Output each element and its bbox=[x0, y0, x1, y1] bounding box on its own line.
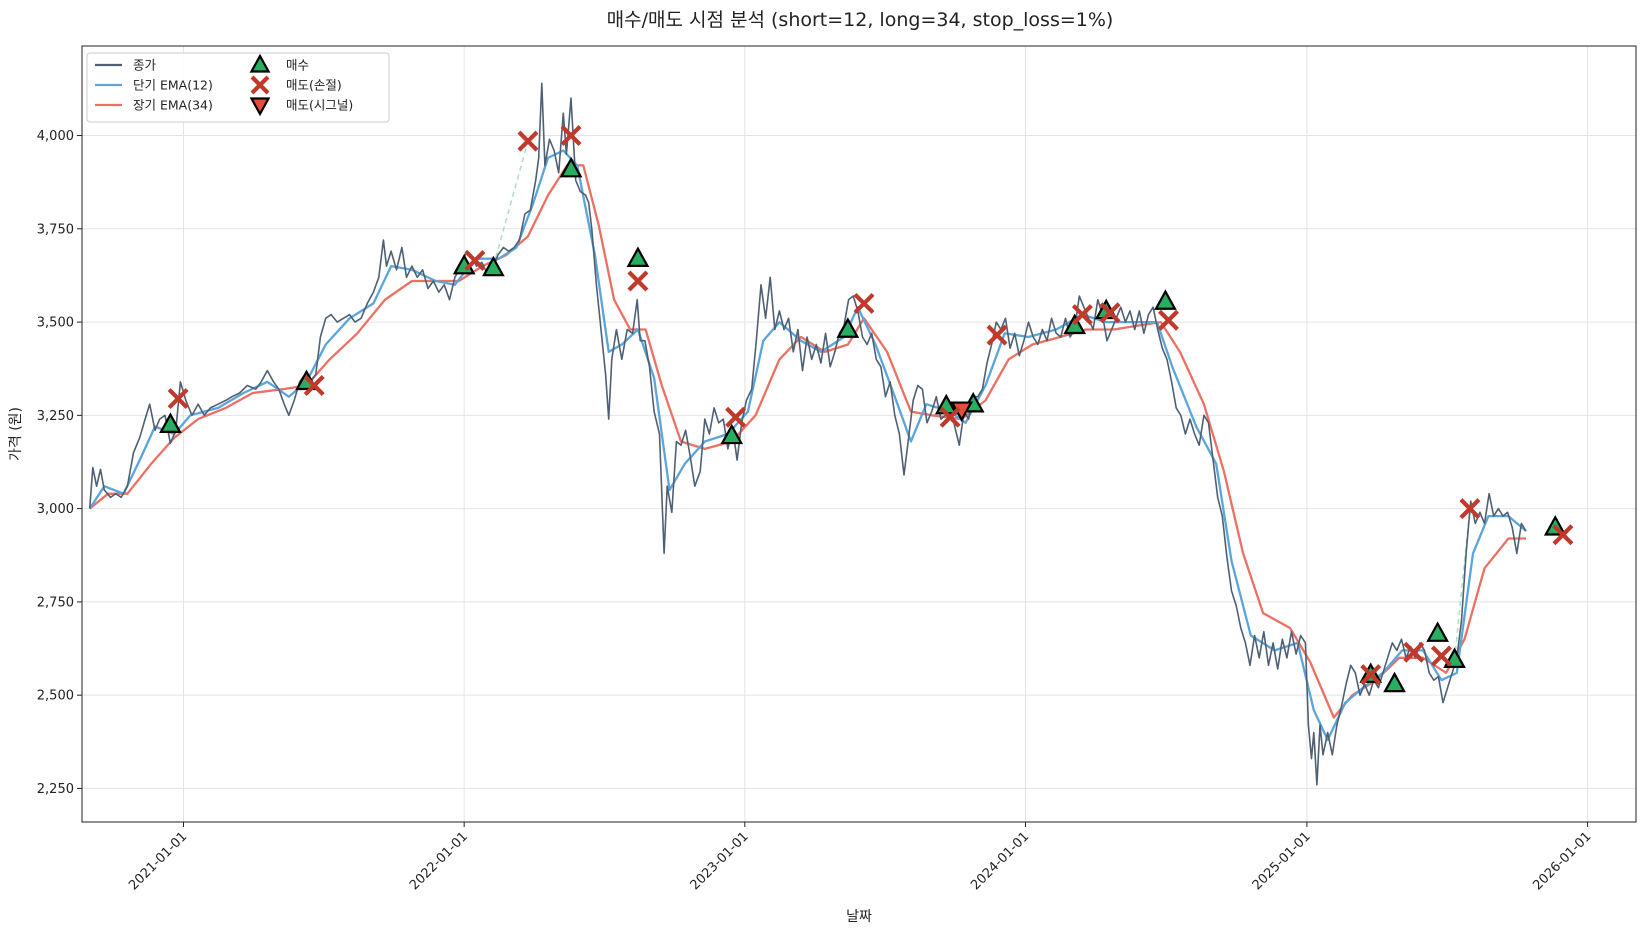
buy-marker bbox=[482, 255, 505, 277]
legend-swatch-sell-stop bbox=[250, 75, 270, 95]
legend-label: 매도(손절) bbox=[286, 78, 342, 93]
buy-marker bbox=[626, 246, 650, 267]
sell-stop-marker bbox=[464, 250, 486, 272]
legend-label: 장기 EMA(34) bbox=[133, 98, 213, 113]
sell-stop-marker bbox=[853, 292, 875, 314]
y-tick-label: 3,500 bbox=[37, 316, 74, 331]
legend-label: 단기 EMA(12) bbox=[133, 78, 213, 93]
y-tick-label: 2,750 bbox=[37, 595, 74, 610]
sell-stop-marker bbox=[1158, 309, 1179, 331]
sell-stop-marker bbox=[939, 406, 961, 428]
chart-title: 매수/매도 시점 분석 (short=12, long=34, stop_los… bbox=[607, 9, 1114, 31]
y-tick-label: 2,250 bbox=[37, 782, 74, 797]
legend-label: 매도(시그널) bbox=[286, 98, 353, 113]
x-axis-title: 날짜 bbox=[846, 909, 872, 925]
buy-marker bbox=[1426, 621, 1449, 642]
sell-stop-marker bbox=[986, 324, 1008, 346]
buy-marker bbox=[159, 412, 182, 433]
sell-stop-marker bbox=[517, 130, 539, 152]
position-link bbox=[492, 140, 529, 267]
sell-stop-marker bbox=[1360, 664, 1382, 686]
sell-stop-marker bbox=[627, 270, 649, 292]
y-axis-title: 가격 (원) bbox=[8, 407, 24, 461]
legend-swatch-buy bbox=[249, 53, 271, 73]
buy-marker bbox=[1154, 289, 1177, 310]
long-ema-line bbox=[88, 164, 1526, 719]
marker-layer bbox=[159, 125, 1574, 693]
buy-marker bbox=[836, 317, 860, 338]
legend-label: 종가 bbox=[133, 58, 157, 73]
y-tick-label: 3,750 bbox=[37, 222, 74, 237]
sell-stop-marker bbox=[1459, 498, 1481, 520]
buy-marker bbox=[1383, 671, 1406, 693]
sell-stop-marker bbox=[303, 375, 325, 396]
sell-stop-marker bbox=[1430, 645, 1452, 667]
y-tick-label: 3,000 bbox=[37, 502, 74, 517]
y-tick-label: 2,500 bbox=[37, 689, 74, 704]
sell-stop-marker bbox=[725, 406, 747, 428]
legend-label: 매수 bbox=[286, 58, 309, 73]
sell-stop-marker bbox=[1403, 641, 1425, 663]
sell-stop-marker bbox=[1099, 302, 1121, 324]
legend-swatch-sell-signal bbox=[249, 97, 271, 117]
y-tick-label: 4,000 bbox=[37, 129, 74, 144]
sell-stop-marker bbox=[1552, 524, 1574, 546]
buy-marker bbox=[559, 156, 583, 178]
sell-stop-marker bbox=[560, 125, 582, 147]
sell-stop-marker bbox=[1071, 304, 1093, 326]
buy-marker bbox=[720, 423, 744, 445]
sell-stop-marker bbox=[167, 388, 189, 410]
legend-box bbox=[86, 52, 390, 123]
plot-frame bbox=[81, 45, 1637, 823]
y-tick-label: 3,250 bbox=[37, 409, 74, 424]
